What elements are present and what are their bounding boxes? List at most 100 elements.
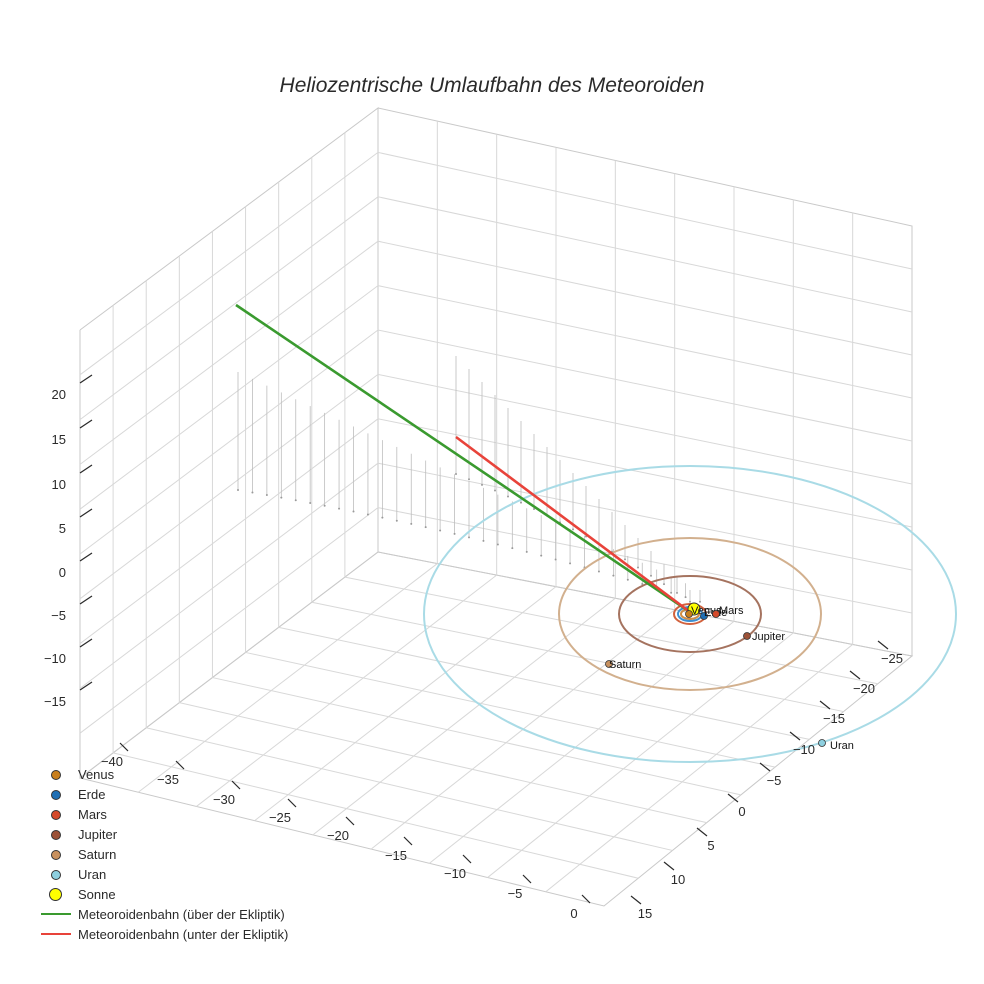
legend-item-jupiter[interactable]: Jupiter: [38, 824, 288, 844]
y-tick-label: −25: [881, 651, 903, 666]
y-tick-label: 15: [638, 906, 652, 921]
axis-ticks: 20 15 10 5 0 −5 −10 −15 −40 −35 −30 −25 −20 −15 −10 −5 0…: [44, 374, 903, 921]
planet-marker-uran: [818, 739, 826, 747]
grid-line: [545, 644, 853, 893]
y-tick-label: 0: [738, 804, 745, 819]
grid-line: [79, 373, 913, 600]
meteoroid-droplines: [237, 356, 701, 603]
chart-title: Heliozentrische Umlaufbahn des Meteoroid…: [279, 74, 705, 97]
red-dropline: [572, 528, 574, 531]
grid-line: [146, 727, 673, 851]
grid-line: [487, 632, 794, 878]
grid-line: [245, 651, 776, 768]
x-tick-label: −15: [385, 848, 407, 863]
red-dropline: [663, 583, 665, 586]
red-dropline: [468, 478, 470, 481]
z-tick-mark: [79, 681, 93, 691]
z-tick-label: 10: [52, 477, 66, 492]
legend-item-uran[interactable]: Uran: [38, 864, 288, 884]
y-tick-mark: [877, 640, 889, 650]
y-tick-mark: [663, 861, 675, 871]
orbit-saturn: [558, 537, 822, 691]
grid-line: [311, 601, 844, 713]
y-tick-mark: [819, 700, 831, 710]
z-tick-mark: [79, 552, 93, 562]
trajectory-below-line: [455, 435, 691, 614]
x-tick-label: −35: [157, 772, 179, 787]
legend-item-saturn[interactable]: Saturn: [38, 844, 288, 864]
red-dropline: [520, 501, 522, 504]
grid-line: [79, 329, 913, 555]
z-tick-label: 0: [59, 565, 66, 580]
red-dropline: [533, 508, 535, 511]
y-tick-label: −5: [767, 773, 782, 788]
x-tick-mark: [175, 760, 185, 770]
z-tick-label: 5: [59, 521, 66, 536]
grid-line: [79, 285, 913, 510]
green-dropline: [439, 529, 442, 532]
legend-item-erde[interactable]: Erde: [38, 784, 288, 804]
y-tick-mark: [696, 827, 708, 837]
x-tick-mark: [287, 798, 297, 808]
z-tick-label: −5: [51, 608, 66, 623]
green-dropline: [453, 532, 456, 535]
y-tick-mark: [759, 762, 771, 772]
legend-item-venus[interactable]: Venus: [38, 764, 288, 784]
z-tick-mark: [79, 638, 93, 648]
green-dropline: [511, 547, 514, 550]
y-tick-label: 10: [671, 872, 685, 887]
grid-line: [137, 563, 438, 793]
legend-item-mars[interactable]: Mars: [38, 804, 288, 824]
legend-item-sonne[interactable]: Sonne: [38, 884, 288, 904]
green-dropline: [352, 510, 355, 513]
x-tick-mark: [522, 874, 532, 884]
z-tick-mark: [79, 419, 93, 429]
x-tick-label: −20: [327, 828, 349, 843]
planet-label-saturn: Saturn: [609, 659, 641, 671]
x-tick-mark: [403, 836, 413, 846]
jupiter-marker-icon: [51, 830, 61, 840]
green-dropline: [612, 574, 615, 577]
grid-line: [79, 418, 913, 644]
y-tick-mark: [727, 793, 739, 803]
y-tick-label: −15: [823, 711, 845, 726]
grid-line: [196, 574, 497, 807]
y-tick-mark: [630, 895, 642, 905]
green-dropline: [294, 499, 297, 502]
legend-item-trajectory-above[interactable]: Meteoroidenbahn (über der Ekliptik): [38, 904, 288, 924]
grid-line: [79, 462, 913, 689]
planet-marker-jupiter: [743, 632, 751, 640]
green-dropline: [554, 558, 557, 561]
grid-line: [429, 620, 735, 864]
red-dropline: [676, 591, 678, 594]
grid-line: [212, 677, 741, 796]
red-dropline: [494, 489, 496, 492]
green-dropline: [265, 493, 268, 496]
green-dropline: [366, 513, 369, 516]
x-tick-mark: [345, 816, 355, 826]
x-tick-mark: [581, 894, 591, 904]
planet-label-jupiter: Jupiter: [752, 631, 785, 643]
x-tick-label: −30: [213, 792, 235, 807]
orbit-jupiter: [618, 575, 762, 653]
x-tick-label: −10: [444, 866, 466, 881]
x-tick-label: −40: [101, 754, 123, 769]
green-dropline: [699, 600, 701, 603]
legend-item-trajectory-below[interactable]: Meteoroidenbahn (unter der Ekliptik): [38, 924, 288, 944]
grid-line: [79, 151, 913, 376]
planet-marker-mars: [712, 610, 720, 618]
y-tick-label: −20: [853, 681, 875, 696]
z-tick-mark: [79, 595, 93, 605]
green-dropline: [540, 554, 543, 557]
grid-line: [79, 507, 913, 734]
left-pane: [79, 107, 379, 780]
green-dropline: [251, 491, 254, 494]
green-dropline: [381, 516, 384, 519]
red-dropline: [481, 483, 483, 486]
x-tick-mark: [231, 780, 241, 790]
red-dropline: [455, 473, 457, 475]
legend: Venus Erde Mars Jupiter Saturn Uran Sonn…: [38, 764, 288, 944]
green-dropline: [684, 596, 687, 599]
